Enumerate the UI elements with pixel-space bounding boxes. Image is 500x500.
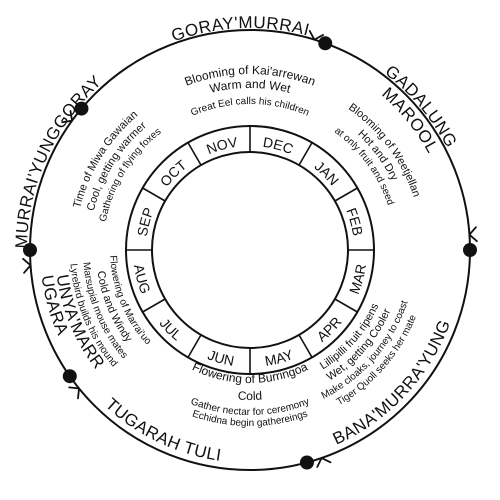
season-boundary-dot	[318, 36, 333, 51]
month-label-feb: FEB	[343, 206, 366, 237]
season-boundary-dots	[23, 36, 477, 470]
clockwise-arrow	[308, 29, 324, 41]
month-divider	[334, 187, 358, 202]
season-desc-tuli-2: Cold	[237, 389, 262, 403]
month-divider	[187, 142, 202, 166]
month-divider	[187, 334, 202, 358]
month-ring-inner	[151, 151, 349, 349]
direction-arrows	[22, 29, 478, 468]
season-desc-goray-3: Great Eel calls his children	[189, 96, 310, 119]
clockwise-arrow	[61, 110, 73, 124]
clockwise-arrow	[68, 386, 80, 400]
month-ring-outer	[125, 125, 375, 375]
month-label-apr: APR	[314, 314, 345, 345]
month-dividers	[126, 126, 374, 374]
season-boundary-dot	[23, 243, 37, 257]
month-label-mar: MAR	[346, 263, 369, 296]
season-boundary-dot	[62, 369, 77, 384]
month-label-aug: AUG	[131, 263, 154, 296]
season-name-goray: GORAY'MURRAI	[169, 13, 312, 45]
month-label-sep: SEP	[134, 205, 157, 237]
month-label-jun: JUN	[206, 347, 236, 369]
month-divider	[142, 187, 166, 202]
clockwise-arrow	[316, 457, 332, 468]
season-boundary-dot	[299, 455, 314, 470]
clockwise-arrow	[22, 257, 32, 274]
month-divider	[334, 298, 358, 313]
month-divider	[298, 334, 313, 358]
season-desc-goray-2: Warm and Wet	[208, 77, 292, 96]
clockwise-arrow	[468, 226, 478, 243]
season-boundary-dot	[463, 243, 477, 257]
month-divider	[142, 298, 166, 313]
season-boundary-dot	[74, 101, 89, 116]
month-divider	[298, 142, 313, 166]
month-label-oct: OCT	[157, 156, 190, 189]
